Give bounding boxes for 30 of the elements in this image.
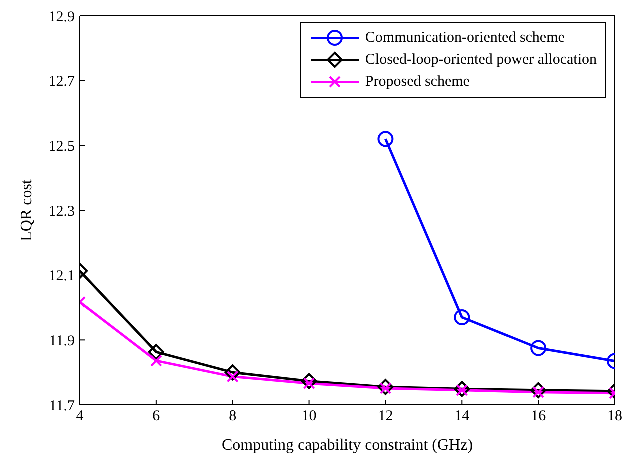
x-axis-title: Computing capability constraint (GHz) <box>222 437 474 454</box>
point <box>150 354 162 367</box>
legend-label: Proposed scheme <box>365 74 470 90</box>
point <box>301 373 318 390</box>
y-tick-label: 12.3 <box>48 204 75 220</box>
legend-label: Closed-loop-oriented power allocation <box>365 52 597 68</box>
point <box>224 364 241 381</box>
x-tick-label: 18 <box>608 408 622 425</box>
x-tick-label: 14 <box>454 408 470 425</box>
y-tick-label: 12.7 <box>48 74 76 90</box>
y-tick-label: 12.9 <box>48 9 75 26</box>
point <box>454 381 470 398</box>
x-tick-label: 6 <box>152 408 161 425</box>
point <box>454 309 470 326</box>
x-tick-label: 10 <box>302 408 317 425</box>
point <box>530 382 547 398</box>
y-tick-label: 12.1 <box>48 268 75 285</box>
y-tick-label: 11.7 <box>49 398 76 414</box>
point <box>148 344 164 360</box>
y-tick-label: 11.9 <box>49 333 75 350</box>
point <box>378 379 394 396</box>
point <box>378 131 394 148</box>
y-tick-label: 12.5 <box>48 138 75 155</box>
x-tick-label: 12 <box>378 408 394 425</box>
legend-label: Communication-oriented scheme <box>365 30 565 46</box>
point <box>530 340 547 356</box>
x-tick-label: 8 <box>229 408 237 425</box>
x-tick-label: 16 <box>531 408 547 425</box>
x-tick-label: 4 <box>76 408 84 425</box>
y-axis-title: LQR cost <box>18 179 36 242</box>
